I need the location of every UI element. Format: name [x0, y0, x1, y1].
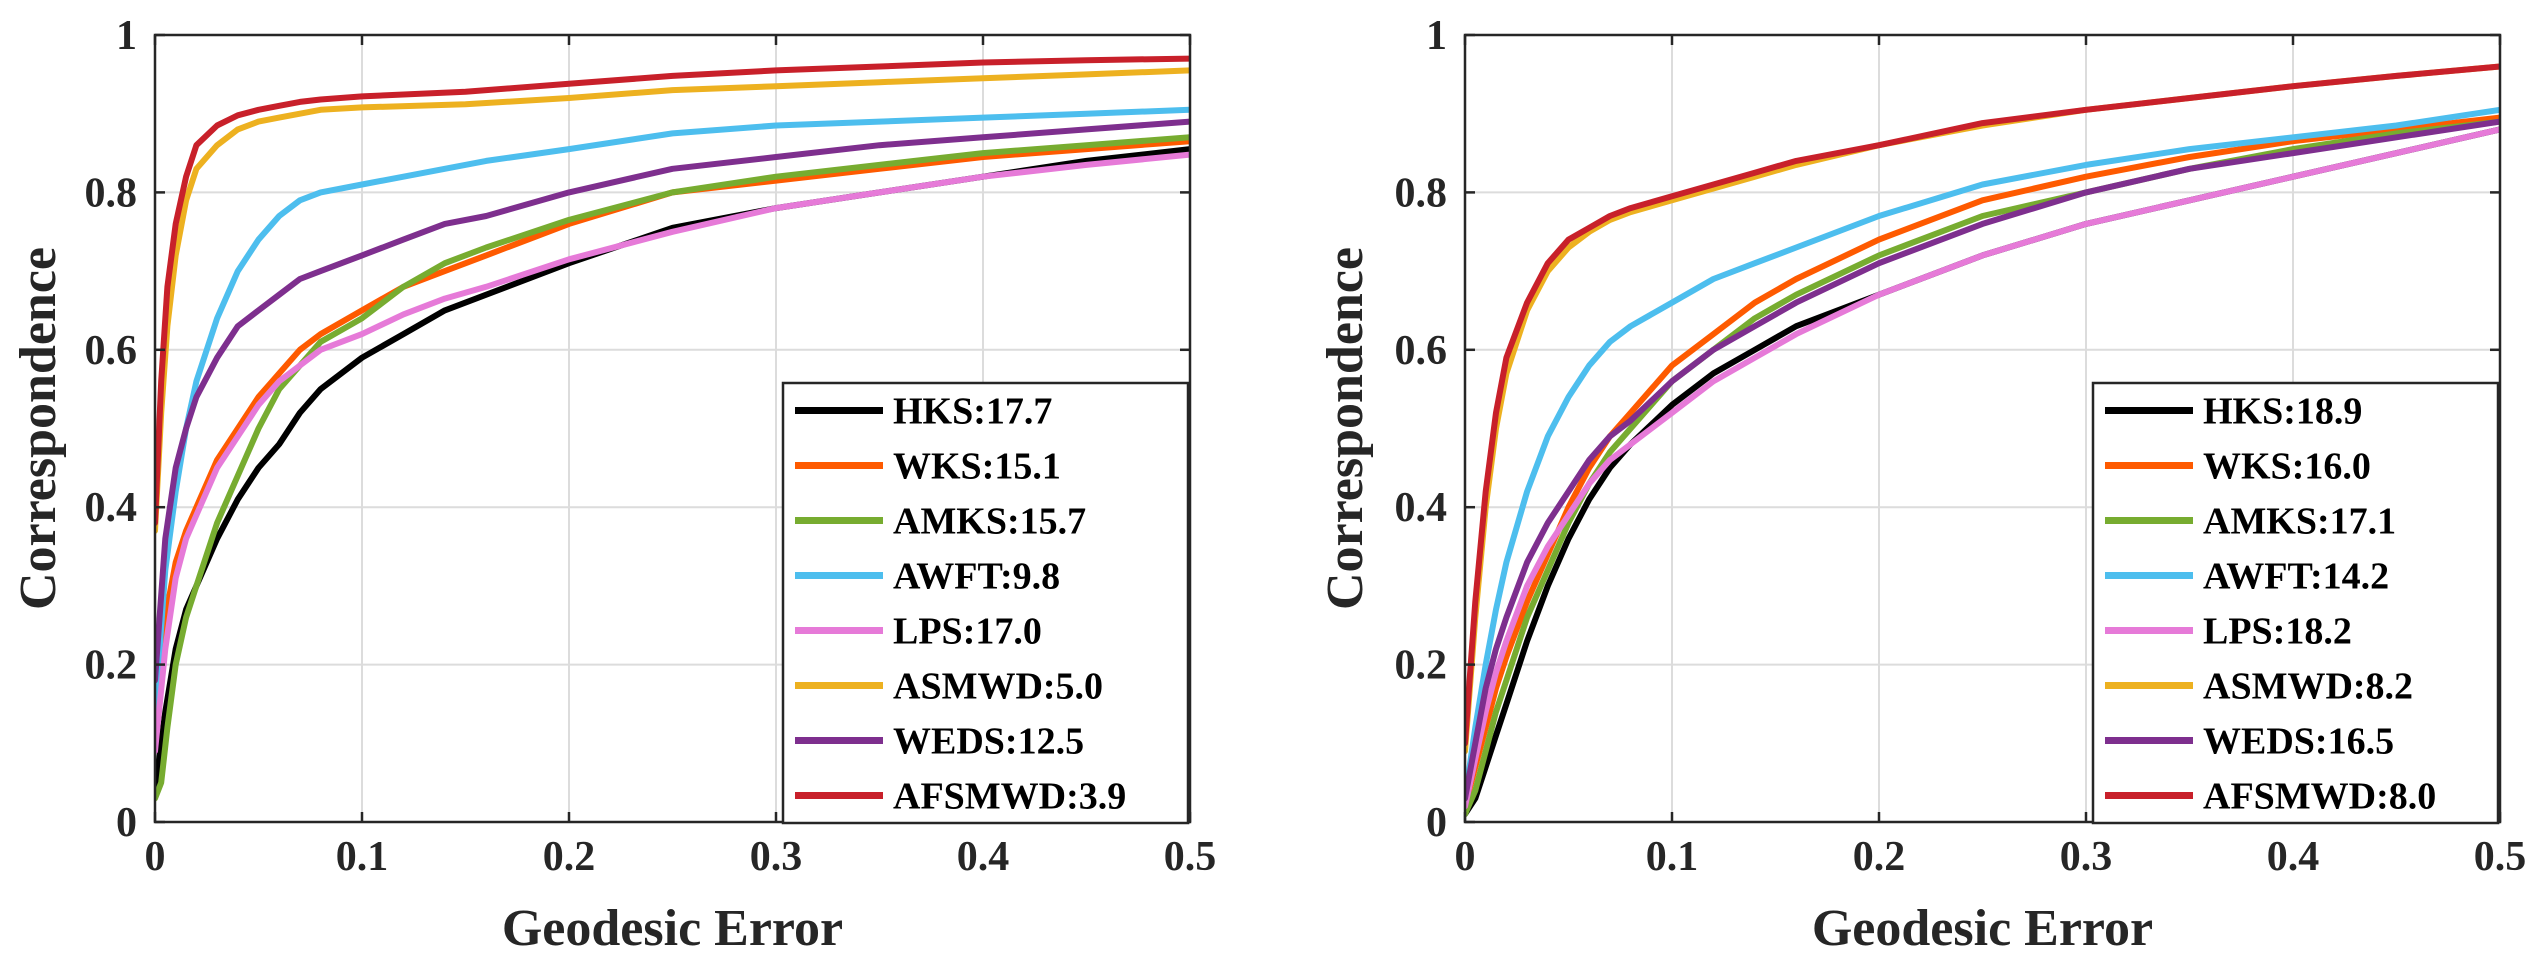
x-tick-label: 0 — [1455, 834, 1476, 880]
plot-frame — [153, 33, 1192, 824]
y-tick-label: 0.6 — [85, 328, 138, 374]
legend-label-afsmwd: AFSMWD:3.9 — [893, 776, 1126, 818]
x-tick-label: 0.3 — [2060, 834, 2113, 880]
series-line-wks — [1465, 114, 2500, 810]
y-tick-label: 0 — [116, 800, 137, 846]
x-tick-label: 0.2 — [543, 834, 596, 880]
y-axis-label: Correspondence — [10, 247, 67, 610]
y-tick-label: 1 — [1426, 13, 1447, 59]
legend-label-amks: AMKS:15.7 — [893, 501, 1086, 543]
x-tick-label: 0.4 — [957, 834, 1010, 880]
x-tick-label: 0.2 — [1853, 834, 1906, 880]
legend-label-amks: AMKS:17.1 — [2203, 501, 2396, 543]
y-tick-label: 0.8 — [1395, 170, 1448, 216]
legend-label-weds: WEDS:16.5 — [2203, 721, 2394, 763]
x-axis-label: Geodesic Error — [1812, 900, 2153, 957]
x-tick-label: 0.4 — [2267, 834, 2320, 880]
y-tick-label: 0.2 — [85, 643, 138, 689]
series-lines — [1465, 63, 2500, 818]
series-line-lps — [1465, 126, 2500, 810]
legend-label-lps: LPS:17.0 — [893, 611, 1042, 653]
y-tick-label: 0.6 — [1395, 328, 1448, 374]
y-tick-label: 1 — [116, 13, 137, 59]
legend-box — [2091, 381, 2500, 825]
legend-label-asmwd: ASMWD:8.2 — [2203, 666, 2413, 708]
legend-label-hks: HKS:17.7 — [893, 391, 1052, 433]
y-tick-label: 0.2 — [1395, 643, 1448, 689]
series-line-afsmwd — [155, 55, 1190, 526]
x-tick-label: 0.3 — [750, 834, 803, 880]
legend-label-wks: WKS:15.1 — [893, 446, 1061, 488]
legend: HKS:17.7 WKS:15.1 AMKS:15.7 AWFT:9.8 LPS:17.… — [781, 381, 1190, 825]
series-line-lps — [155, 151, 1190, 755]
series-line-awft — [1465, 106, 2500, 802]
series-line-weds — [1465, 118, 2500, 802]
chart-panel-right: 0 0.1 0.2 0.3 0.4 0.5 0 0.2 0.4 0.6 0.8 1 Geodesic E… — [1317, 13, 2526, 957]
y-tick-label: 0.4 — [85, 485, 138, 531]
y-tick-label: 0 — [1426, 800, 1447, 846]
x-tick-label: 0.5 — [2474, 834, 2527, 880]
series-line-afsmwd — [1465, 63, 2500, 747]
x-tick-label: 0.1 — [1646, 834, 1699, 880]
series-lines — [155, 55, 1190, 802]
series-line-amks — [155, 134, 1190, 802]
plot-frame — [1463, 33, 2502, 824]
legend: HKS:18.9 WKS:16.0 AMKS:17.1 AWFT:14.2 LPS:18… — [2091, 381, 2500, 825]
series-line-asmwd — [155, 67, 1190, 534]
y-axis-label: Correspondence — [1317, 247, 1374, 610]
legend-label-awft: AWFT:9.8 — [893, 556, 1060, 598]
legend-label-lps: LPS:18.2 — [2203, 611, 2352, 653]
legend-label-afsmwd: AFSMWD:8.0 — [2203, 776, 2436, 818]
y-tick-label: 0.8 — [85, 170, 138, 216]
chart-panel-left: 0 0.1 0.2 0.3 0.4 0.5 0 0.2 0.4 0.6 0.8 1 Geodesic E… — [10, 13, 1216, 957]
legend-label-asmwd: ASMWD:5.0 — [893, 666, 1103, 708]
x-tick-label: 0 — [145, 834, 166, 880]
legend-box — [781, 381, 1190, 825]
legend-label-awft: AWFT:14.2 — [2203, 556, 2389, 598]
series-line-weds — [155, 118, 1190, 684]
x-axis-label: Geodesic Error — [502, 900, 843, 957]
series-line-wks — [155, 138, 1190, 684]
x-tick-label: 0.5 — [1164, 834, 1217, 880]
y-tick-label: 0.4 — [1395, 485, 1448, 531]
legend-label-wks: WKS:16.0 — [2203, 446, 2371, 488]
legend-label-weds: WEDS:12.5 — [893, 721, 1084, 763]
legend-label-hks: HKS:18.9 — [2203, 391, 2362, 433]
x-tick-label: 0.1 — [336, 834, 389, 880]
